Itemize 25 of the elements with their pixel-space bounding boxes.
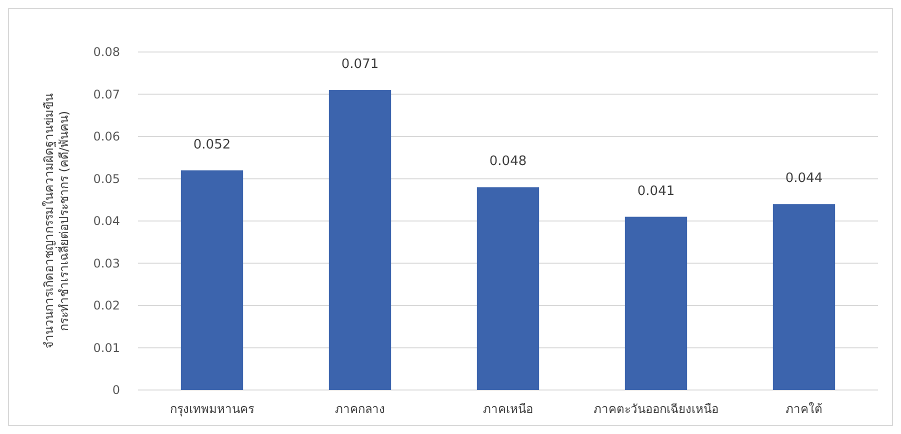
data-label: 0.071 (341, 57, 379, 72)
y-tick-label: 0.01 (93, 340, 120, 355)
y-tick-label: 0 (112, 383, 120, 398)
y-tick-label: 0.06 (93, 130, 120, 144)
bar (328, 90, 392, 390)
y-tick-label: 0.07 (93, 87, 120, 102)
x-tick-label: ภาคใต้ (786, 402, 822, 416)
x-tick-label: กรุงเทพมหานคร (170, 402, 255, 417)
x-tick-label: ภาคกลาง (335, 402, 385, 416)
bar (476, 187, 540, 390)
bar (180, 170, 244, 390)
data-label: 0.041 (637, 184, 675, 199)
y-tick-label: 0.04 (93, 214, 120, 228)
x-tick-label: ภาคตะวันออกเฉียงเหนือ (594, 402, 718, 416)
data-label: 0.052 (193, 137, 231, 152)
y-axis-title: จำนวนการเกิดอาชญากรรมในความผิดฐานข่มขืน กระทำชำเราเฉลี่ยต่อประชากร (คดี/พันคน) (42, 94, 71, 348)
y-tick-label: 0.03 (93, 256, 120, 270)
bar (624, 216, 688, 390)
data-label: 0.044 (785, 171, 823, 186)
y-tick-label: 0.08 (93, 45, 120, 60)
data-label: 0.048 (489, 154, 527, 170)
y-tick-label: 0.02 (93, 298, 120, 313)
bar (772, 204, 836, 390)
x-tick-label: ภาคเหนือ (483, 402, 533, 416)
y-tick-label: 0.05 (93, 172, 120, 186)
